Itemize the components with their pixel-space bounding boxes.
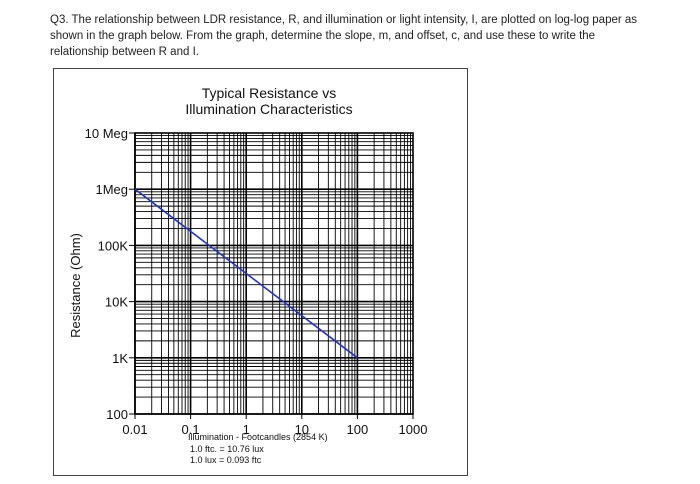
x-tick-label: 1000: [399, 422, 428, 437]
x-axis-label: Illumination - Footcandles (2854 K): [188, 432, 328, 442]
chart-title-line: Illumination Characteristics: [185, 101, 352, 117]
chart-title-line: Typical Resistance vs: [202, 85, 337, 101]
x-tick-label: 1: [243, 422, 250, 437]
y-axis-label: Resistance (Ohm): [68, 233, 83, 338]
conversion-note: 1.0 lux = 0.093 ftc: [190, 455, 262, 465]
y-tick-label: 100K: [98, 238, 129, 253]
chart-frame: 10 Meg 1Meg 100K 10K 1K 100 0.01 0.1 1 10 100 1000 T…: [53, 68, 468, 476]
x-tick-label: 0.1: [182, 422, 200, 437]
y-tick-label: 10K: [105, 295, 128, 310]
y-tick-label: 100: [106, 407, 128, 422]
question-text: Q3. The relationship between LDR resista…: [50, 14, 638, 58]
plot-border: [134, 132, 414, 415]
x-tick-label: 0.01: [122, 422, 147, 437]
y-tick-label: 1K: [112, 351, 128, 366]
y-tick-label: 1Meg: [95, 182, 128, 197]
x-tick-label: 100: [347, 422, 369, 437]
x-tick-label: 10: [295, 422, 309, 437]
conversion-note: 1.0 ftc. = 10.76 lux: [190, 444, 264, 454]
y-tick-label: 10 Meg: [85, 126, 128, 141]
series-line-0: [134, 188, 358, 359]
